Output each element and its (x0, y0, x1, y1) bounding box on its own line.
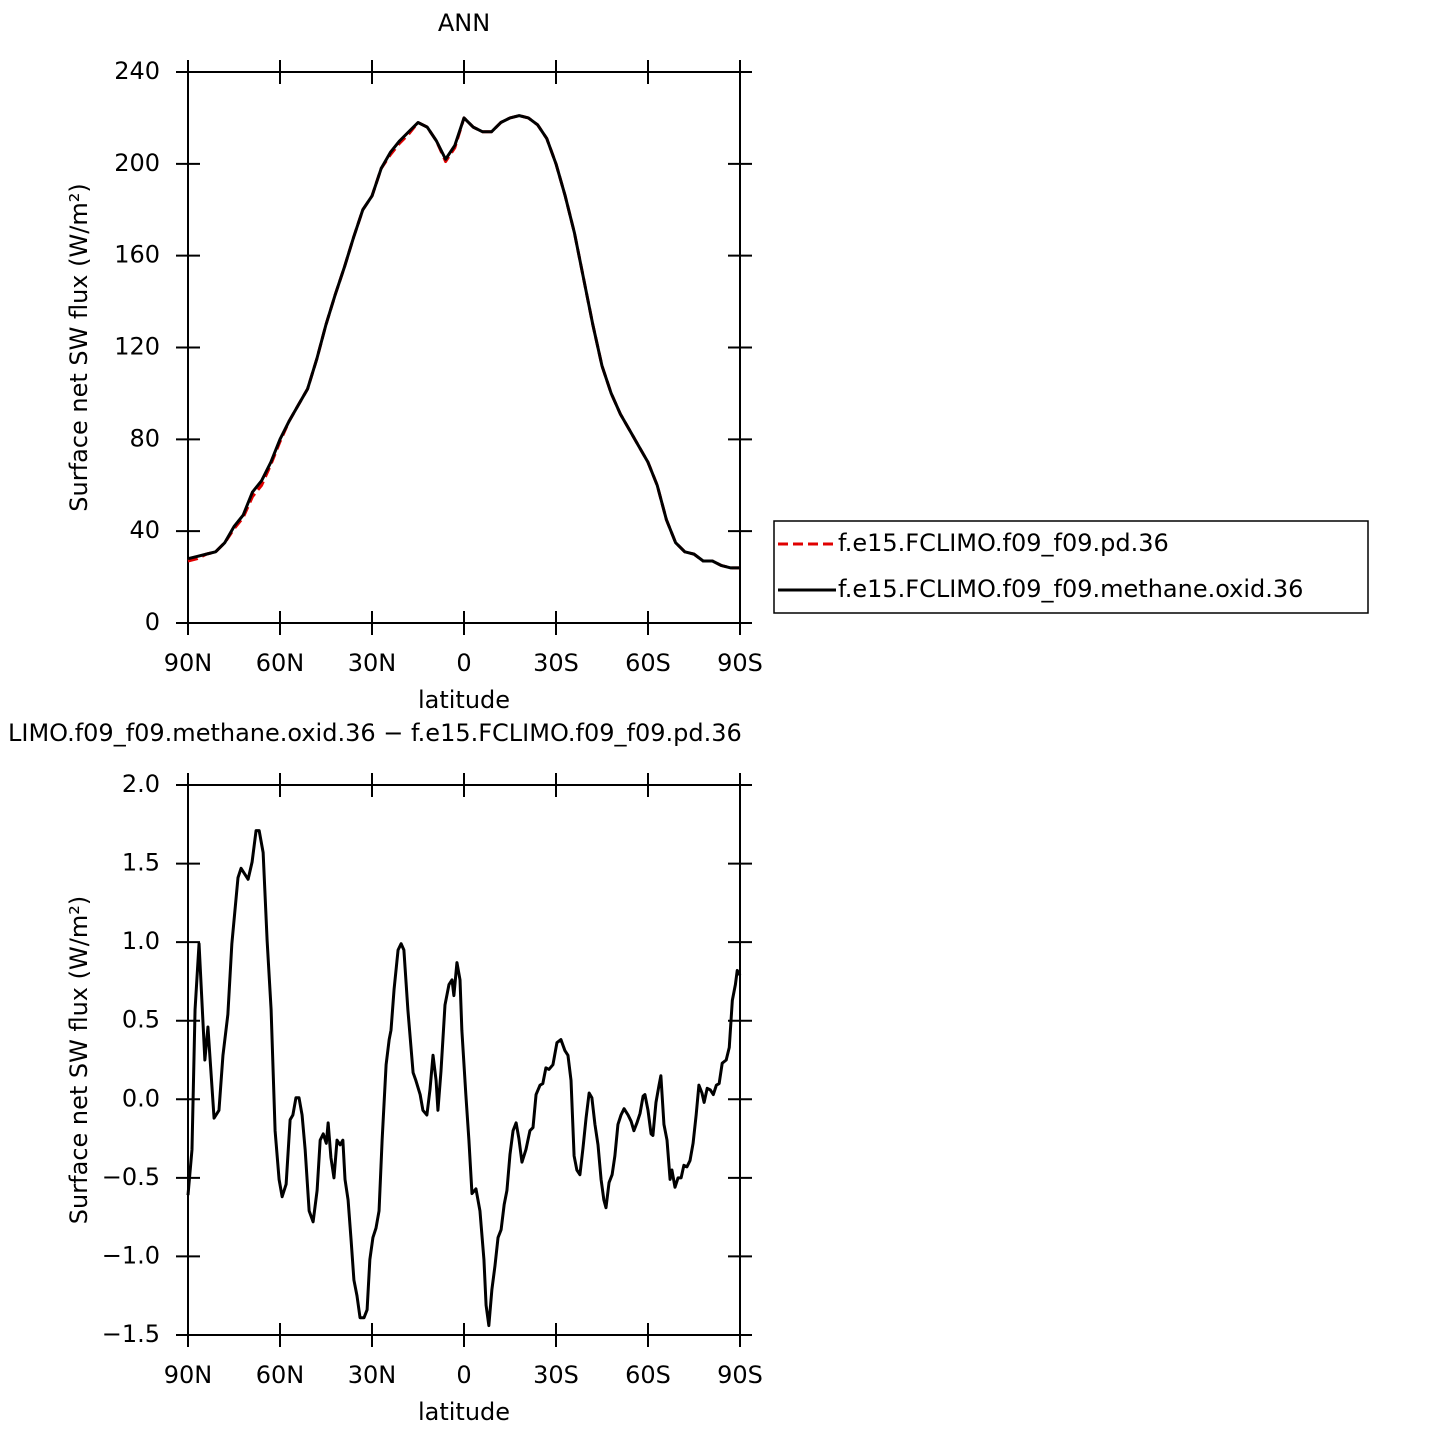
legend-label: f.e15.FCLIMO.f09_f09.methane.oxid.36 (838, 575, 1303, 603)
y-tick-label: 0.5 (122, 1006, 160, 1034)
y-tick-label: −0.5 (102, 1163, 160, 1191)
y-tick-label: 240 (114, 57, 160, 85)
y-tick-label: 2.0 (122, 770, 160, 798)
x-axis-label: latitude (418, 686, 510, 714)
x-tick-label: 90N (164, 649, 213, 677)
y-axis-label: Surface net SW flux (W/m²) (65, 896, 93, 1224)
chart-title: ANN (438, 9, 490, 37)
x-axis-label: latitude (418, 1398, 510, 1426)
y-tick-label: 160 (114, 241, 160, 269)
x-tick-label: 60S (625, 649, 671, 677)
legend-box (773, 520, 1369, 614)
x-tick-label: 30N (348, 1361, 397, 1389)
x-tick-label: 0 (456, 1361, 471, 1389)
y-tick-label: 1.5 (122, 849, 160, 877)
x-tick-label: 30N (348, 649, 397, 677)
y-tick-label: 40 (129, 516, 160, 544)
x-tick-label: 30S (533, 1361, 579, 1389)
x-tick-label: 0 (456, 649, 471, 677)
y-axis-label: Surface net SW flux (W/m²) (65, 183, 93, 511)
x-tick-label: 30S (533, 649, 579, 677)
x-tick-label: 60S (625, 1361, 671, 1389)
y-tick-label: 120 (114, 333, 160, 361)
x-tick-label: 90S (717, 649, 763, 677)
y-tick-label: 80 (129, 424, 160, 452)
x-tick-label: 90N (164, 1361, 213, 1389)
line-series (186, 829, 742, 1328)
x-tick-label: 60N (256, 649, 305, 677)
y-tick-label: 1.0 (122, 927, 160, 955)
x-tick-label: 60N (256, 1361, 305, 1389)
y-tick-label: 200 (114, 149, 160, 177)
chart-title: LIMO.f09_f09.methane.oxid.36 − f.e15.FCL… (8, 719, 742, 747)
plot-frame (187, 71, 741, 624)
y-tick-label: −1.5 (102, 1320, 160, 1348)
y-tick-label: −1.0 (102, 1241, 160, 1269)
y-tick-label: 0.0 (122, 1084, 160, 1112)
x-tick-label: 90S (717, 1361, 763, 1389)
line-series (187, 114, 740, 570)
y-tick-label: 0 (145, 608, 160, 636)
legend-label: f.e15.FCLIMO.f09_f09.pd.36 (838, 529, 1169, 557)
line-series (187, 114, 740, 570)
